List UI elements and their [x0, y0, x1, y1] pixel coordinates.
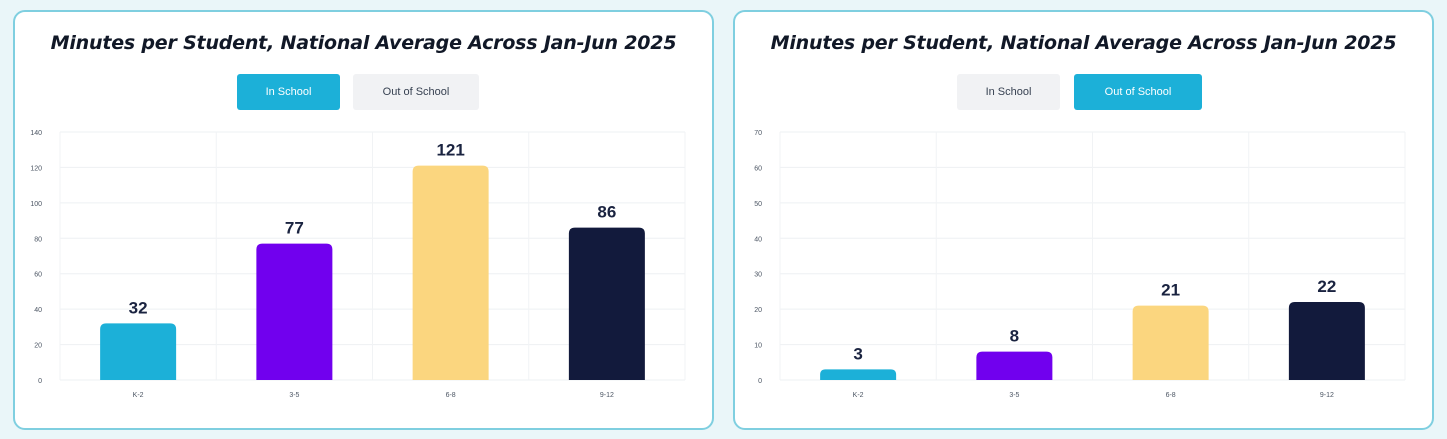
y-tick-label: 30	[754, 272, 762, 279]
bar-k-2[interactable]	[820, 369, 897, 380]
chart-panel-in-school: Minutes per Student, National Average Ac…	[13, 10, 714, 430]
bar-9-12[interactable]	[1288, 302, 1365, 380]
chart-panel-out-of-school: Minutes per Student, National Average Ac…	[733, 10, 1434, 430]
bar-value-label: 32	[129, 298, 148, 317]
x-tick-label: 3-5	[1009, 392, 1019, 399]
tab-out-of-school[interactable]: Out of School	[353, 74, 479, 110]
y-tick-label: 120	[30, 165, 42, 172]
bar-value-label: 3	[853, 344, 862, 363]
y-tick-label: 140	[30, 130, 42, 137]
x-tick-label: 3-5	[289, 392, 299, 399]
x-tick-label: K-2	[133, 392, 144, 399]
y-tick-label: 60	[754, 165, 762, 172]
chart-title: Minutes per Student, National Average Ac…	[770, 32, 1397, 54]
bar-3-5[interactable]	[256, 243, 333, 380]
x-tick-label: 6-8	[1166, 392, 1176, 399]
y-tick-label: 60	[34, 272, 42, 279]
bar-chart-out-of-school: 0 10 20 30 40 50 60 70 3 K-2 8 3-5 21 6-8 22 9-12	[754, 130, 1406, 399]
x-tick-label: K-2	[853, 392, 864, 399]
y-tick-label: 0	[758, 378, 762, 385]
bar-6-8[interactable]	[412, 165, 489, 380]
y-tick-label: 20	[754, 307, 762, 314]
y-tick-label: 50	[754, 201, 762, 208]
bar-value-label: 22	[1317, 277, 1336, 296]
y-tick-label: 0	[38, 378, 42, 385]
tab-in-school[interactable]: In School	[237, 74, 340, 110]
y-tick-label: 40	[754, 236, 762, 243]
bar-k-2[interactable]	[100, 323, 177, 380]
y-tick-label: 20	[34, 343, 42, 350]
chart-title: Minutes per Student, National Average Ac…	[50, 32, 677, 54]
y-tick-label: 10	[754, 343, 762, 350]
tab-out-of-school[interactable]: Out of School	[1074, 74, 1202, 110]
x-tick-label: 6-8	[446, 392, 456, 399]
x-tick-label: 9-12	[1320, 392, 1334, 399]
bar-value-label: 121	[436, 141, 464, 160]
y-tick-label: 100	[30, 201, 42, 208]
y-tick-label: 70	[754, 130, 762, 137]
bar-value-label: 86	[597, 203, 616, 222]
bar-3-5[interactable]	[976, 351, 1053, 380]
bar-value-label: 21	[1161, 281, 1180, 300]
bar-value-label: 77	[285, 219, 304, 238]
y-tick-label: 40	[34, 307, 42, 314]
bar-value-label: 8	[1010, 327, 1019, 346]
tab-in-school[interactable]: In School	[957, 74, 1060, 110]
x-tick-label: 9-12	[600, 392, 614, 399]
y-tick-label: 80	[34, 236, 42, 243]
bar-chart-in-school: 0 20 40 60 80 100 120 140 32 K-2 77 3-5 121 6-8 86 9-12	[30, 130, 686, 399]
bar-9-12[interactable]	[568, 227, 645, 380]
bar-6-8[interactable]	[1132, 305, 1209, 380]
